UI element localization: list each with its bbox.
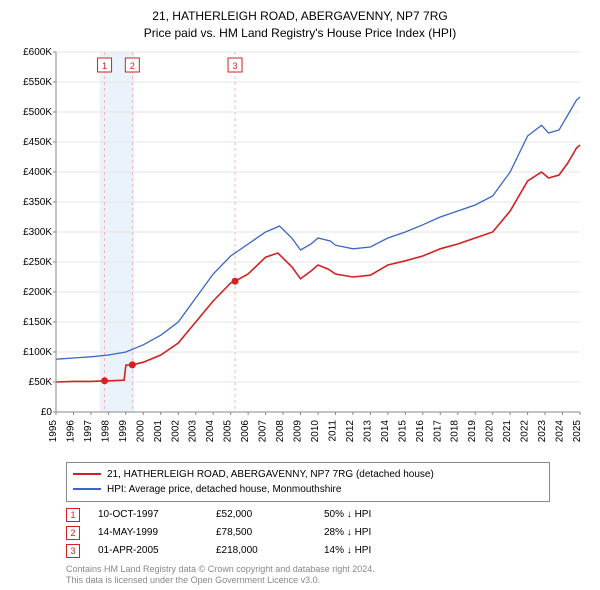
svg-text:2007: 2007 — [258, 419, 269, 442]
svg-text:2025: 2025 — [572, 419, 583, 442]
svg-text:£400K: £400K — [23, 167, 52, 178]
legend: 21, HATHERLEIGH ROAD, ABERGAVENNY, NP7 7… — [66, 462, 550, 502]
svg-text:£100K: £100K — [23, 347, 52, 358]
svg-text:£450K: £450K — [23, 137, 52, 148]
svg-text:£0: £0 — [41, 407, 53, 418]
sale-marker-date: 14-MAY-1999 — [98, 524, 198, 542]
svg-text:2006: 2006 — [240, 419, 251, 442]
sale-marker-price: £52,000 — [216, 506, 306, 524]
footnote-line-1: Contains HM Land Registry data © Crown c… — [66, 564, 550, 576]
svg-text:1996: 1996 — [65, 419, 76, 442]
svg-text:2008: 2008 — [275, 419, 286, 442]
svg-text:2005: 2005 — [223, 419, 234, 442]
svg-text:2015: 2015 — [397, 419, 408, 442]
sale-marker-date: 01-APR-2005 — [98, 542, 198, 560]
svg-text:£600K: £600K — [23, 47, 52, 58]
title-line-1: 21, HATHERLEIGH ROAD, ABERGAVENNY, NP7 7… — [10, 8, 590, 25]
svg-text:2022: 2022 — [520, 419, 531, 442]
svg-text:3: 3 — [233, 61, 238, 71]
svg-text:2020: 2020 — [485, 419, 496, 442]
sale-marker-row: 2 14-MAY-1999 £78,500 28% ↓ HPI — [66, 524, 550, 542]
svg-text:£500K: £500K — [23, 107, 52, 118]
svg-text:1: 1 — [102, 61, 107, 71]
svg-text:£300K: £300K — [23, 227, 52, 238]
legend-row-property: 21, HATHERLEIGH ROAD, ABERGAVENNY, NP7 7… — [73, 467, 543, 482]
sale-marker-num: 3 — [66, 544, 80, 558]
svg-text:£200K: £200K — [23, 287, 52, 298]
legend-label-property: 21, HATHERLEIGH ROAD, ABERGAVENNY, NP7 7… — [107, 467, 434, 482]
sale-marker-hpi: 28% ↓ HPI — [324, 524, 550, 542]
svg-text:2009: 2009 — [293, 419, 304, 442]
svg-text:2019: 2019 — [467, 419, 478, 442]
svg-text:2003: 2003 — [188, 419, 199, 442]
svg-text:£250K: £250K — [23, 257, 52, 268]
svg-text:£550K: £550K — [23, 77, 52, 88]
legend-swatch-hpi — [73, 488, 101, 490]
sale-marker-date: 10-OCT-1997 — [98, 506, 198, 524]
footnote-line-2: This data is licensed under the Open Gov… — [66, 575, 550, 587]
svg-text:1999: 1999 — [118, 419, 129, 442]
svg-text:2010: 2010 — [310, 419, 321, 442]
svg-text:£150K: £150K — [23, 317, 52, 328]
sale-marker-list: 1 10-OCT-1997 £52,000 50% ↓ HPI 2 14-MAY… — [66, 506, 550, 560]
svg-text:2002: 2002 — [170, 419, 181, 442]
svg-text:2018: 2018 — [450, 419, 461, 442]
svg-text:2: 2 — [130, 61, 135, 71]
legend-label-hpi: HPI: Average price, detached house, Monm… — [107, 482, 341, 497]
svg-text:2021: 2021 — [502, 419, 513, 442]
svg-text:2014: 2014 — [380, 419, 391, 442]
svg-text:2011: 2011 — [327, 419, 338, 441]
svg-text:2017: 2017 — [432, 419, 443, 442]
svg-text:2016: 2016 — [415, 419, 426, 442]
sale-marker-price: £218,000 — [216, 542, 306, 560]
svg-text:£350K: £350K — [23, 197, 52, 208]
legend-swatch-property — [73, 473, 101, 475]
svg-text:2024: 2024 — [555, 419, 566, 442]
svg-text:2023: 2023 — [537, 419, 548, 442]
svg-text:2000: 2000 — [135, 419, 146, 442]
sale-marker-num: 1 — [66, 508, 80, 522]
svg-text:2013: 2013 — [362, 419, 373, 442]
sale-marker-hpi: 50% ↓ HPI — [324, 506, 550, 524]
svg-text:£50K: £50K — [29, 377, 53, 388]
legend-row-hpi: HPI: Average price, detached house, Monm… — [73, 482, 543, 497]
svg-text:2004: 2004 — [205, 419, 216, 442]
sale-marker-num: 2 — [66, 526, 80, 540]
footnote: Contains HM Land Registry data © Crown c… — [66, 564, 550, 587]
svg-text:1997: 1997 — [83, 419, 94, 442]
chart-container: 21, HATHERLEIGH ROAD, ABERGAVENNY, NP7 7… — [0, 0, 600, 590]
svg-text:2001: 2001 — [153, 419, 164, 442]
chart-svg: 1 2 3 £0 £50K £100K £150K £200K £250K £300K £350K £… — [10, 46, 590, 456]
title-line-2: Price paid vs. HM Land Registry's House … — [10, 25, 590, 42]
sale-marker-row: 3 01-APR-2005 £218,000 14% ↓ HPI — [66, 542, 550, 560]
svg-text:2012: 2012 — [345, 419, 356, 442]
chart-area: 1 2 3 £0 £50K £100K £150K £200K £250K £300K £350K £… — [10, 46, 590, 456]
sale-marker-hpi: 14% ↓ HPI — [324, 542, 550, 560]
sale-marker-price: £78,500 — [216, 524, 306, 542]
sale-marker-row: 1 10-OCT-1997 £52,000 50% ↓ HPI — [66, 506, 550, 524]
svg-text:1998: 1998 — [100, 419, 111, 442]
chart-title: 21, HATHERLEIGH ROAD, ABERGAVENNY, NP7 7… — [10, 8, 590, 42]
svg-text:1995: 1995 — [48, 419, 59, 442]
